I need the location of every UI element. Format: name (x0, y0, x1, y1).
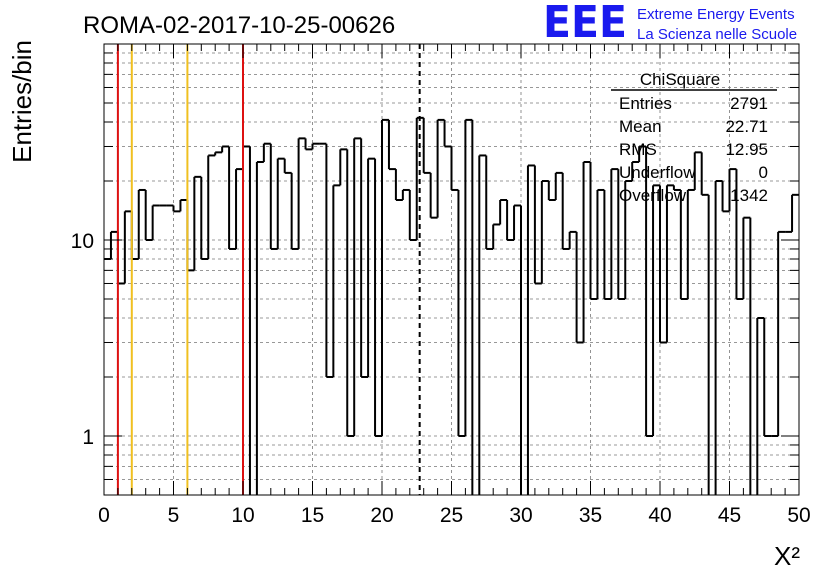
grid (103, 43, 800, 496)
stats-value-rms: 12.95 (725, 140, 768, 159)
stats-label-mean: Mean (619, 117, 662, 136)
logo-line-1: Extreme Energy Events (637, 6, 795, 23)
x-tick-label: 30 (509, 504, 532, 527)
x-tick-label: 45 (718, 504, 741, 527)
eee-logo: EEE Extreme Energy Events La Scienza nel… (543, 0, 797, 48)
stats-box: ChiSquare Entries 2791 Mean 22.71 RMS 12… (611, 70, 777, 205)
stats-label-overflow: Overflow (619, 186, 687, 205)
stats-label-entries: Entries (619, 94, 672, 113)
stats-label-rms: RMS (619, 140, 657, 159)
y-axis-label: Entries/bin (7, 40, 37, 163)
stats-value-entries: 2791 (730, 94, 768, 113)
x-tick-label: 50 (787, 504, 810, 527)
eee-logo-mark: EEE (543, 0, 627, 48)
y-tick-label: 10 (71, 230, 94, 253)
y-tick-label: 1 (82, 426, 94, 449)
stats-value-underflow: 0 (759, 163, 768, 182)
logo-line-2: La Scienza nelle Scuole (637, 26, 797, 43)
x-tick-label: 5 (168, 504, 180, 527)
x-tick-label: 0 (98, 504, 110, 527)
x-tick-label: 10 (231, 504, 254, 527)
stats-value-mean: 22.71 (725, 117, 768, 136)
chart-title: ROMA-02-2017-10-25-00626 (83, 12, 395, 39)
stats-value-overflow: 1342 (730, 186, 768, 205)
x-tick-label: 40 (648, 504, 671, 527)
stats-label-underflow: Underflow (619, 163, 696, 182)
x-tick-label: 35 (579, 504, 602, 527)
x-tick-label: 25 (440, 504, 463, 527)
axis-ticks: 0 5 10 15 20 25 30 35 40 45 50 1 10 (71, 43, 811, 527)
stats-name: ChiSquare (640, 70, 720, 89)
x-tick-label: 20 (370, 504, 393, 527)
x-tick-label: 15 (301, 504, 324, 527)
x-axis-label: X² (774, 541, 800, 571)
reference-lines (116, 44, 421, 495)
